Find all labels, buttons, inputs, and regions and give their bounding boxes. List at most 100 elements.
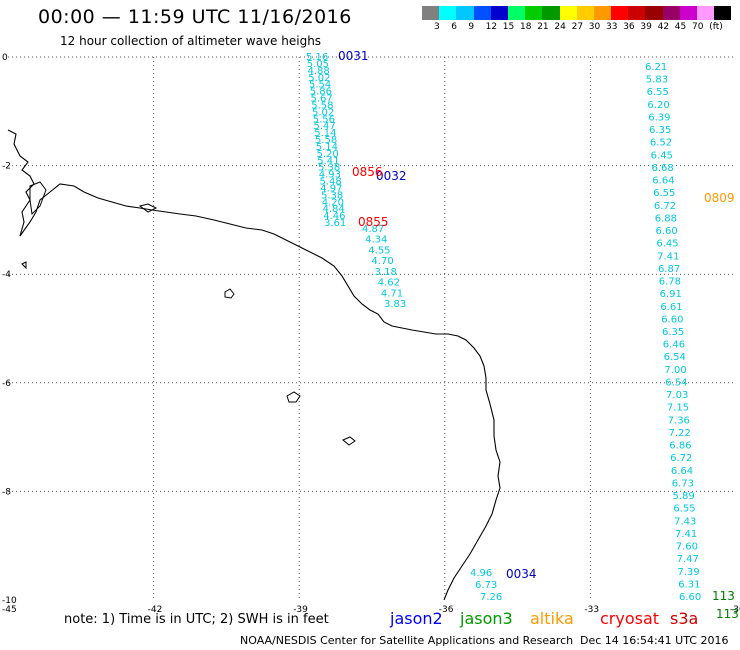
swh-value-label: 6.46	[663, 340, 685, 351]
y-tick-label: -4	[2, 270, 11, 280]
swh-value-label: 5.05	[307, 59, 329, 70]
swh-labels: 5.165.054.885.025.545.865.675.585.025.56…	[306, 49, 739, 621]
swh-value-label: 7.36	[668, 415, 690, 426]
swh-value-label: 5.48	[320, 177, 342, 188]
x-tick-label: -30	[730, 605, 740, 615]
color-swatch	[473, 6, 491, 20]
island-4	[138, 203, 158, 213]
color-scale-label: 42	[657, 22, 670, 32]
swh-value-label: 6.72	[670, 453, 692, 464]
swh-value-label: 4.71	[381, 288, 403, 299]
swh-value-label: 6.60	[661, 314, 683, 325]
color-scale-label: 9	[468, 22, 475, 32]
color-swatch	[628, 6, 646, 20]
color-scale-label: 24	[554, 22, 566, 32]
color-swatch	[662, 6, 680, 20]
swh-value-label: 7.00	[664, 365, 686, 376]
color-scale-label: 45	[674, 22, 687, 32]
legend-item-jason3: jason3	[460, 609, 513, 628]
color-swatch	[456, 6, 474, 20]
swh-value-label: 5.41	[317, 156, 339, 167]
swh-value-label: 4.97	[320, 183, 342, 194]
swh-value-label: 4.84	[323, 204, 345, 215]
x-tick-label: -39	[293, 605, 308, 615]
coastline	[7, 129, 501, 601]
swh-value-label: 6.55	[647, 87, 669, 98]
island-5	[21, 261, 27, 270]
swh-value-label: 6.55	[653, 188, 675, 199]
swh-value-label: 6.73	[475, 580, 497, 591]
swh-value-label: 6.54	[665, 377, 687, 388]
swh-value-label: 7.41	[675, 529, 697, 540]
swh-value-label: 6.64	[652, 176, 674, 187]
swh-value-label: 5.14	[316, 142, 338, 153]
color-scale-label: 15	[502, 22, 515, 32]
swh-value-label: 5.86	[310, 87, 332, 98]
swh-value-label: 4.34	[365, 235, 387, 246]
swh-value-label: 6.88	[655, 213, 677, 224]
color-scale-label: 33	[606, 22, 618, 32]
color-scale-label: 12	[485, 22, 498, 32]
swh-value-label: 5.54	[309, 80, 331, 91]
track-time-label: 0809	[704, 191, 735, 205]
color-scale-label: 30	[588, 22, 601, 32]
lat-lon-grid: -45 -42 -39 -36 -33 -30 0 -2 -4 -6 -8 -10	[2, 53, 740, 615]
track-time-label: 113	[716, 607, 739, 621]
swh-value-label: 5.83	[646, 75, 668, 86]
color-scale-label: 70	[692, 22, 704, 32]
island-6	[29, 181, 47, 216]
track-time-label: 0856	[352, 165, 383, 179]
swh-value-label: 5.02	[308, 73, 330, 84]
swh-value-label: 6.55	[673, 504, 695, 515]
x-tick-label: -36	[439, 605, 454, 615]
color-swatch	[697, 6, 715, 20]
color-scale-label: 6	[451, 22, 457, 32]
swh-value-label: 6.72	[654, 201, 676, 212]
track-time-label: 113	[712, 589, 735, 603]
color-swatch	[611, 6, 629, 20]
swh-value-label: 6.35	[649, 125, 671, 136]
color-swatch	[679, 6, 697, 20]
swh-value-label: 4.20	[322, 197, 344, 208]
color-scale-label: 3	[434, 22, 440, 32]
color-swatch	[645, 6, 663, 20]
track-time-label: 0031	[338, 49, 369, 63]
y-tick-label: -10	[2, 596, 17, 606]
color-scale-label: 36	[623, 22, 635, 32]
swh-value-label: 6.87	[658, 264, 680, 275]
swh-value-label: 3.83	[384, 299, 406, 310]
color-swatch	[559, 6, 577, 20]
swh-value-label: 6.52	[650, 138, 672, 149]
swh-value-label: 7.15	[667, 403, 689, 414]
swh-value-label: 6.31	[678, 579, 700, 590]
swh-value-label: 5.20	[317, 149, 339, 160]
color-scale-label: 18	[520, 22, 532, 32]
swh-value-label: 5.56	[313, 114, 335, 125]
swh-value-label: 5.38	[318, 163, 340, 174]
swh-value-label: 6.60	[679, 592, 701, 603]
color-scale-label: 39	[640, 22, 652, 32]
footer-date: Dec 14 16:54:41 UTC 2016	[580, 634, 729, 647]
swh-value-label: 6.91	[660, 289, 682, 300]
color-swatch	[490, 6, 508, 20]
legend-item-cryosat: cryosat	[600, 609, 660, 628]
swh-value-label: 6.39	[648, 112, 670, 123]
swh-value-label: 5.47	[314, 121, 336, 132]
color-swatch	[593, 6, 612, 20]
x-tick-label: -33	[584, 605, 599, 615]
swh-value-label: 5.16	[306, 52, 328, 63]
track-time-label: 0032	[376, 169, 407, 183]
color-swatch	[439, 6, 457, 20]
swh-value-label: 6.35	[662, 327, 684, 338]
swh-value-label: 7.41	[657, 251, 679, 262]
swh-value-label: 6.45	[651, 150, 673, 161]
swh-value-label: 4.62	[378, 278, 400, 289]
track-time-label: 0855	[358, 215, 389, 229]
color-swatch	[525, 6, 543, 20]
legend-item-jason2: jason2	[390, 609, 443, 628]
y-tick-label: -8	[2, 487, 11, 497]
swh-value-label: 4.46	[323, 211, 345, 222]
footer-credit: NOAA/NESDIS Center for Satellite Applica…	[240, 634, 574, 647]
map-subtitle: 12 hour collection of altimeter wave hei…	[60, 34, 322, 48]
